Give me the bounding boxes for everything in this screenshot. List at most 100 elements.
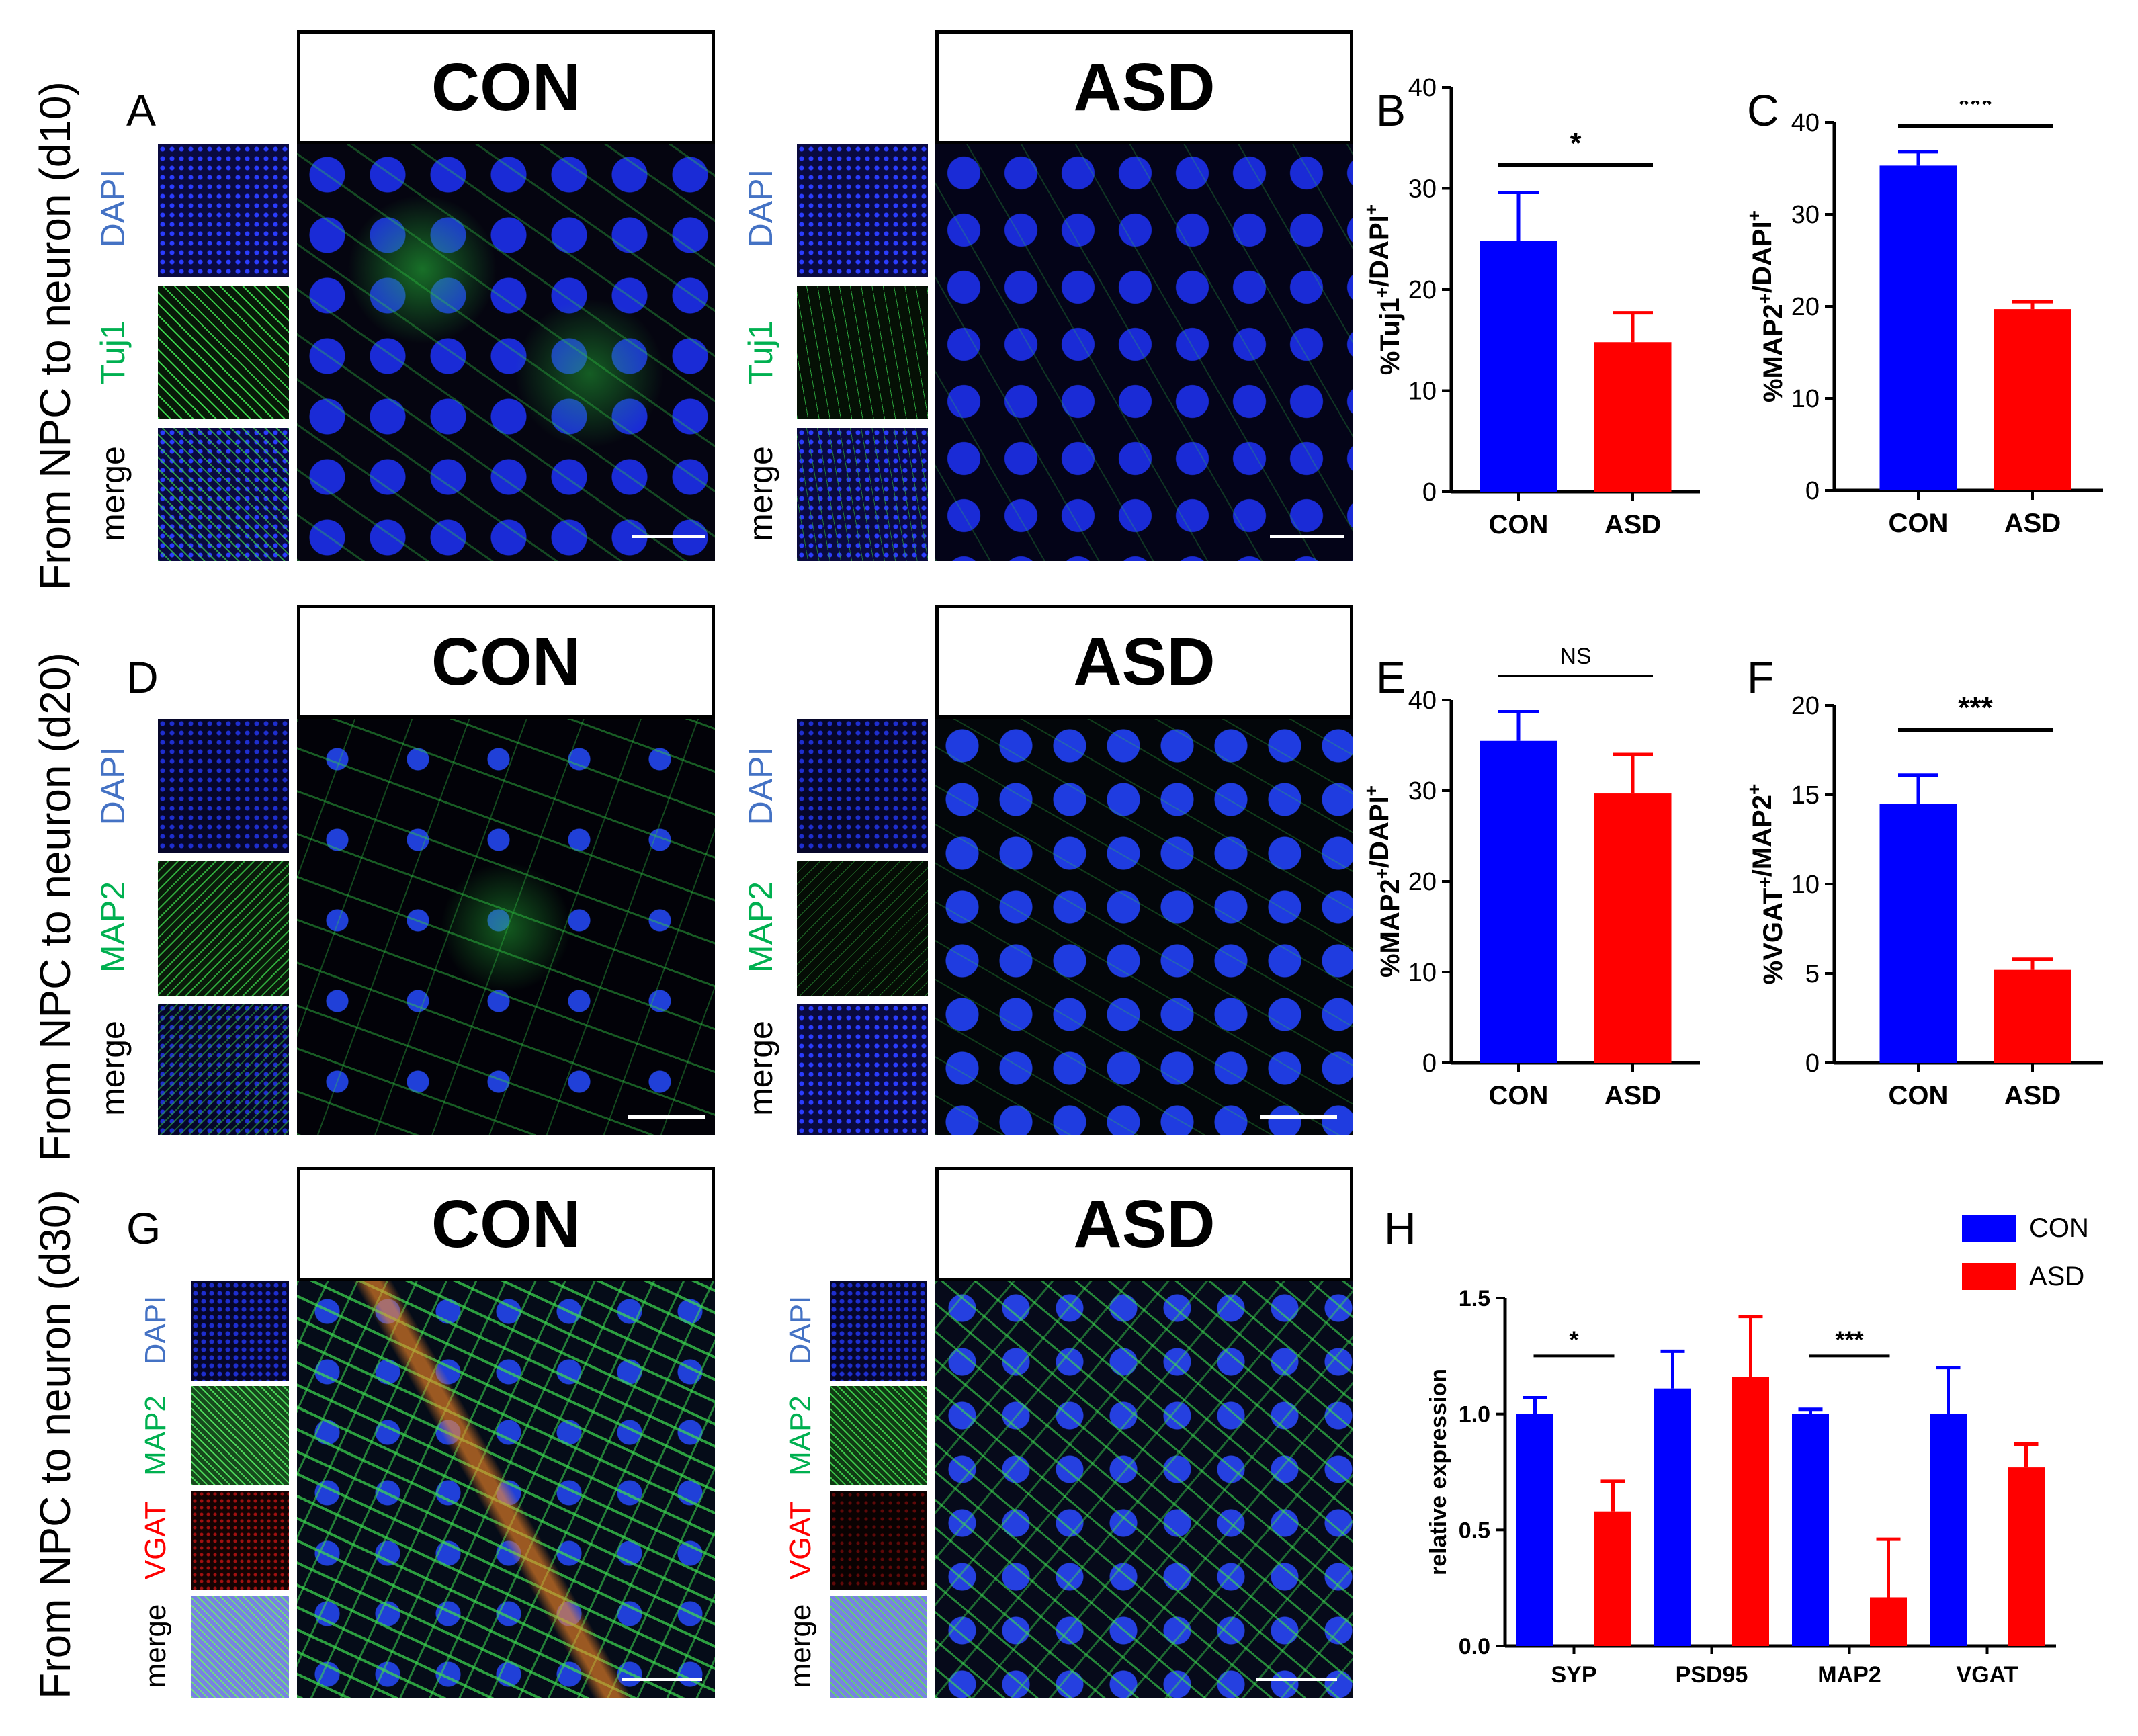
- x-tick-label: MAP2: [1818, 1662, 1881, 1688]
- chart-f: 0 5 10 15 20 CON ASD *** %VGAT+/MAP2+: [1747, 691, 2103, 1111]
- ch-con-vgat-d30: VGAT: [139, 1501, 172, 1580]
- asd-title-row1: ASD: [935, 30, 1353, 144]
- chart-c: 0 10 20 30 40 CON ASD *** %MAP2+/DAPI+: [1747, 101, 2103, 538]
- x-tick-label: ASD: [2004, 509, 2061, 538]
- legend-swatch-con: [1962, 1215, 2016, 1242]
- con-title-row1: CON: [297, 30, 715, 144]
- scale-bar-asd-d30: [1256, 1678, 1337, 1681]
- thumb-con-dapi-d10: [158, 144, 289, 277]
- panel-letter-d: D: [126, 652, 159, 702]
- significance-label: *: [1570, 127, 1582, 160]
- ch-con-dapi-d30: DAPI: [139, 1295, 172, 1365]
- thumb-con-tuj1-d10: [158, 286, 289, 419]
- y-tick-label: 15: [1791, 781, 1820, 810]
- y-tick-label: 20: [1791, 692, 1820, 720]
- ch-asd-dapi-d10: DAPI: [742, 169, 779, 248]
- row-label-d10: From NPC to neuron (d10): [31, 81, 79, 591]
- y-tick-label: 0: [1805, 1049, 1820, 1078]
- scale-bar-con-d30: [622, 1678, 702, 1681]
- scale-bar-con-d20: [628, 1115, 705, 1119]
- y-tick-label: 40: [1791, 109, 1820, 137]
- thumb-asd-tuj1-d10: [797, 286, 928, 419]
- ch-asd-map2-d20: MAP2: [742, 881, 779, 973]
- bar-con-psd95: [1654, 1388, 1691, 1646]
- micrograph-asd-d20: [935, 719, 1353, 1135]
- bar-asd-map2: [1870, 1597, 1907, 1646]
- ch-asd-vgat-d30: VGAT: [784, 1501, 817, 1580]
- x-tick-label: VGAT: [1957, 1662, 2018, 1688]
- x-tick-label: CON: [1889, 1081, 1949, 1111]
- panel-letter-h: H: [1384, 1203, 1416, 1253]
- significance-label: NS: [1559, 644, 1591, 669]
- thumb-asd-merge-d10: [797, 428, 928, 561]
- y-tick-label: 40: [1408, 74, 1437, 102]
- y-tick-label: 0.0: [1459, 1634, 1490, 1659]
- thumb-con-dapi-d20: [158, 719, 289, 853]
- asd-title-row3: ASD: [935, 1167, 1353, 1281]
- significance-label: ***: [1835, 1326, 1863, 1353]
- scale-bar-con-d10: [632, 535, 705, 538]
- thumb-con-merge-d30: [191, 1596, 289, 1698]
- x-tick-label: CON: [1889, 509, 1949, 538]
- scale-bar-asd-d10: [1270, 535, 1344, 538]
- thumb-con-merge-d10: [158, 428, 289, 561]
- micrograph-asd-d30: [935, 1281, 1353, 1698]
- y-axis-label: %VGAT+/MAP2+: [1747, 784, 1788, 985]
- ch-con-merge-d20: merge: [94, 1021, 132, 1116]
- thumb-asd-dapi-d30: [830, 1281, 927, 1381]
- y-tick-label: 20: [1408, 868, 1437, 896]
- micrograph-con-d20: [297, 719, 715, 1135]
- thumb-asd-dapi-d20: [797, 719, 928, 853]
- bar-con-syp: [1516, 1414, 1553, 1646]
- panel-letter-b: B: [1376, 85, 1406, 135]
- legend-label-con: CON: [2029, 1213, 2089, 1243]
- thumb-con-merge-d20: [158, 1004, 289, 1135]
- thumb-asd-map2-d20: [797, 861, 928, 996]
- ch-asd-tuj1-d10: Tuj1: [742, 320, 779, 385]
- y-tick-label: 20: [1408, 276, 1437, 304]
- bar-asd: [1594, 342, 1672, 492]
- panel-letter-g: G: [126, 1203, 161, 1253]
- x-tick-label: SYP: [1551, 1662, 1596, 1688]
- chart-h: 0.0 0.5 1.0 1.5 relative expression SYP * PSD95…: [1426, 1213, 2089, 1688]
- y-tick-label: 0: [1422, 1049, 1437, 1078]
- panel-letter-a: A: [126, 85, 157, 135]
- micrograph-asd-d10: [935, 144, 1353, 561]
- significance-label: ***: [1958, 101, 1993, 121]
- row-label-d20: From NPC to neuron (d20): [31, 652, 79, 1162]
- asd-title-row2: ASD: [935, 605, 1353, 719]
- x-tick-label: PSD95: [1676, 1662, 1748, 1688]
- y-tick-label: 0: [1805, 477, 1820, 505]
- thumb-asd-map2-d30: [830, 1386, 927, 1485]
- x-tick-label: ASD: [2004, 1081, 2061, 1111]
- ch-con-merge-d10: merge: [94, 446, 132, 541]
- chart-b: 0 10 20 30 40 CON ASD * %Tuj1+/DAPI+: [1364, 74, 1700, 539]
- thumb-con-vgat-d30: [191, 1491, 289, 1590]
- panel-letter-c: C: [1747, 85, 1779, 135]
- x-tick-label: CON: [1489, 1081, 1549, 1111]
- ch-con-dapi-d10: DAPI: [94, 169, 132, 248]
- bar-con: [1480, 740, 1557, 1063]
- ch-asd-merge-d20: merge: [742, 1021, 779, 1116]
- chart-e: 0 10 20 30 40 CON ASD NS %MAP2+/DAPI+: [1364, 644, 1700, 1111]
- y-tick-label: 10: [1791, 385, 1820, 413]
- ch-asd-merge-d10: merge: [742, 446, 779, 541]
- bar-con: [1480, 241, 1557, 492]
- bar-asd-syp: [1594, 1511, 1631, 1646]
- ch-con-tuj1-d10: Tuj1: [94, 320, 132, 385]
- ch-con-dapi-d20: DAPI: [94, 746, 132, 826]
- x-tick-label: CON: [1489, 510, 1549, 539]
- ch-con-map2-d20: MAP2: [94, 881, 132, 973]
- ch-asd-map2-d30: MAP2: [784, 1395, 817, 1476]
- thumb-asd-merge-d20: [797, 1004, 928, 1135]
- ch-asd-merge-d30: merge: [784, 1604, 817, 1688]
- y-tick-label: 10: [1791, 871, 1820, 899]
- y-tick-label: 0: [1422, 478, 1437, 507]
- significance-label: ***: [1958, 691, 1993, 724]
- y-tick-label: 30: [1408, 175, 1437, 204]
- legend-label-asd: ASD: [2029, 1262, 2084, 1291]
- bar-con-vgat: [1930, 1414, 1967, 1646]
- y-axis-label: %Tuj1+/DAPI+: [1364, 204, 1405, 375]
- y-tick-label: 0.5: [1459, 1518, 1490, 1543]
- y-tick-label: 1.5: [1459, 1286, 1490, 1311]
